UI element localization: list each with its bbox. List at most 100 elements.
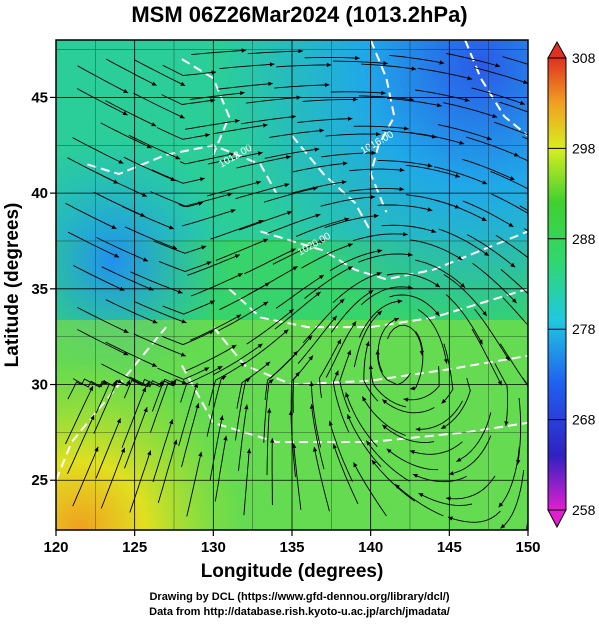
streamline-arrowhead: [180, 352, 186, 357]
streamline-arrowhead: [312, 446, 318, 452]
streamline-arrowhead: [315, 291, 321, 297]
streamline: [276, 64, 332, 68]
streamline: [123, 156, 176, 182]
streamline: [157, 367, 210, 380]
streamline-arrowhead: [511, 298, 517, 304]
streamline: [105, 341, 158, 367]
y-tick-label: 30: [31, 377, 48, 394]
streamline-arrowhead: [567, 257, 572, 261]
streamline: [185, 344, 237, 372]
streamline-arrowhead: [539, 338, 544, 343]
streamline: [446, 53, 501, 67]
streamline: [332, 60, 388, 65]
streamline-arrowhead: [436, 103, 442, 108]
streamline-arrowhead: [315, 213, 321, 218]
streamline-arrowhead: [386, 448, 392, 454]
streamline: [329, 249, 383, 271]
streamline: [236, 361, 271, 409]
streamline-arrowhead: [195, 403, 200, 409]
streamline-arrowhead: [516, 459, 521, 465]
streamline-arrowhead: [142, 387, 147, 393]
y-tick-label: 35: [31, 281, 48, 298]
streamline-arrowhead: [435, 282, 440, 288]
streamline: [500, 470, 525, 529]
streamline: [247, 266, 298, 296]
streamline: [394, 483, 444, 517]
streamline-arrowhead: [234, 254, 240, 259]
streamline-arrowhead: [206, 261, 212, 266]
streamline: [129, 376, 176, 388]
streamline-arrowhead: [403, 126, 409, 131]
x-tick-label: 140: [358, 539, 383, 556]
streamline: [297, 118, 353, 123]
streamline-arrowhead: [90, 415, 95, 421]
streamline: [133, 333, 186, 357]
streamline: [208, 152, 263, 165]
streamline-arrowhead: [326, 62, 332, 68]
streamline: [447, 510, 501, 523]
streamline-arrowhead: [143, 407, 148, 413]
streamline: [386, 448, 439, 471]
streamline-arrowhead: [262, 123, 268, 128]
streamline-arrowhead: [287, 210, 292, 215]
streamline: [415, 259, 466, 288]
streamline-arrowhead: [283, 329, 289, 335]
x-tick-label: 130: [201, 539, 226, 556]
streamline-arrowhead: [376, 272, 382, 277]
streamline-arrowhead: [89, 386, 93, 391]
streamline: [295, 218, 350, 237]
streamline: [151, 169, 205, 184]
streamline: [325, 321, 357, 378]
streamline-arrowhead: [536, 217, 541, 221]
streamline-arrowhead: [377, 249, 383, 254]
streamline: [244, 248, 296, 275]
streamline: [389, 54, 445, 64]
streamline-arrowhead: [221, 376, 227, 381]
streamline-arrowhead: [492, 113, 498, 118]
streamline-arrowhead: [237, 273, 243, 278]
streamline: [349, 188, 405, 192]
streamline: [210, 219, 264, 240]
streamline-arrowhead: [211, 70, 217, 75]
streamline: [77, 329, 129, 356]
streamline-arrowhead: [441, 398, 447, 404]
streamline-arrowhead: [288, 309, 294, 314]
streamline: [302, 98, 358, 102]
streamline-arrowhead: [345, 392, 350, 398]
x-tick-label: 125: [122, 539, 147, 556]
streamline-arrowhead: [519, 100, 525, 105]
streamline-arrowhead: [375, 349, 380, 355]
x-axis-label: Longitude (degrees): [201, 561, 384, 582]
streamline-arrowhead: [292, 266, 298, 271]
streamline: [445, 294, 483, 345]
streamline-arrowhead: [319, 239, 325, 244]
streamline-arrowhead: [353, 462, 358, 468]
streamline: [292, 181, 347, 194]
x-tick-label: 145: [437, 539, 462, 556]
streamline: [218, 301, 269, 331]
streamline-arrowhead: [177, 289, 183, 294]
streamline: [339, 350, 351, 413]
streamline: [191, 49, 247, 56]
colorbar: 308 298 288 278 268 258: [547, 40, 596, 529]
streamline-arrowhead: [246, 448, 252, 454]
streamline: [124, 226, 178, 250]
streamline: [105, 58, 157, 86]
streamline: [293, 443, 302, 510]
colorbar-tick-label: 298: [572, 140, 596, 156]
streamline-arrowhead: [151, 81, 157, 86]
streamline: [499, 343, 528, 390]
streamline-arrowhead: [569, 342, 574, 347]
streamline: [353, 310, 383, 368]
streamline: [266, 408, 270, 476]
streamline: [415, 400, 463, 430]
streamline-arrowhead: [223, 435, 228, 441]
streamline: [181, 403, 199, 468]
streamline: [321, 152, 377, 158]
streamline: [418, 492, 472, 506]
colorbar-tick-label: 278: [572, 321, 596, 337]
streamline: [417, 309, 448, 364]
streamline: [320, 196, 376, 207]
streamline: [517, 397, 522, 465]
